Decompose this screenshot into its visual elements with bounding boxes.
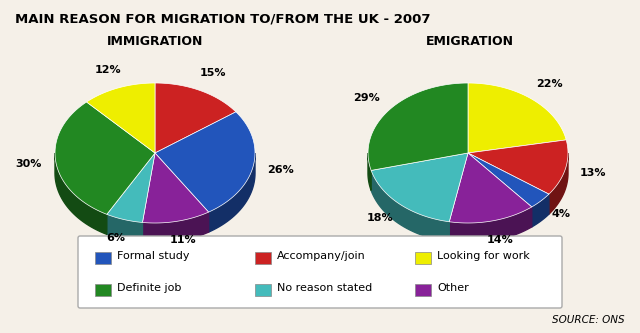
Text: IMMIGRATION: IMMIGRATION [107,35,203,48]
Text: Other: Other [437,283,468,293]
Text: Definite job: Definite job [117,283,181,293]
Text: 29%: 29% [353,93,380,103]
Text: 12%: 12% [95,65,121,75]
Polygon shape [468,140,568,194]
Bar [95,252,111,264]
Polygon shape [449,207,532,243]
Polygon shape [468,153,549,207]
Text: SOURCE: ONS: SOURCE: ONS [552,315,625,325]
Text: 22%: 22% [536,79,563,89]
Polygon shape [371,170,449,242]
Polygon shape [107,153,155,222]
Text: 15%: 15% [200,68,227,78]
Bar [415,284,431,296]
Text: 4%: 4% [552,209,571,219]
Text: 11%: 11% [170,235,196,245]
Text: 14%: 14% [486,235,513,245]
Text: 26%: 26% [268,165,294,175]
Bar [415,252,431,264]
Polygon shape [368,83,468,170]
Polygon shape [155,112,255,212]
Polygon shape [549,153,568,214]
Polygon shape [86,83,155,153]
Polygon shape [449,153,532,223]
Text: Looking for work: Looking for work [437,251,530,261]
Polygon shape [209,153,255,232]
Bar [255,252,271,264]
Polygon shape [532,194,549,227]
Polygon shape [55,153,107,234]
Polygon shape [368,153,371,190]
Text: EMIGRATION: EMIGRATION [426,35,514,48]
Text: 30%: 30% [15,159,41,169]
Polygon shape [55,102,155,214]
Text: MAIN REASON FOR MIGRATION TO/FROM THE UK - 2007: MAIN REASON FOR MIGRATION TO/FROM THE UK… [15,13,431,26]
Text: Accompany/join: Accompany/join [277,251,365,261]
Text: 13%: 13% [580,167,606,177]
Text: 18%: 18% [367,213,394,223]
Polygon shape [371,153,468,222]
Polygon shape [468,83,566,153]
FancyBboxPatch shape [78,236,562,308]
Text: 6%: 6% [106,233,125,243]
Polygon shape [143,153,209,223]
Bar [95,284,111,296]
Text: Formal study: Formal study [117,251,189,261]
Polygon shape [155,83,236,153]
Polygon shape [107,214,143,242]
Text: No reason stated: No reason stated [277,283,372,293]
Bar [255,284,271,296]
Polygon shape [143,212,209,243]
